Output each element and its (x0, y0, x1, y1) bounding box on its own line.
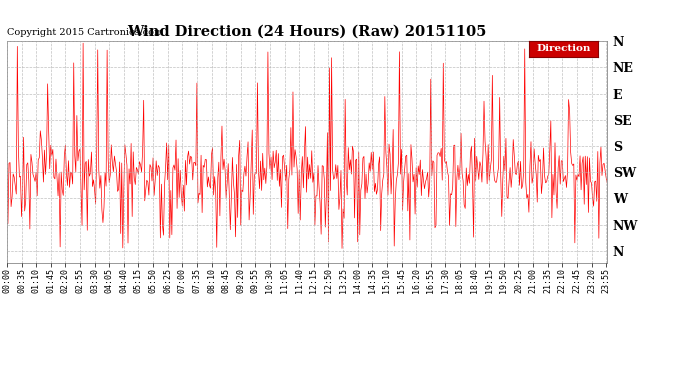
Text: Copyright 2015 Cartronics.com: Copyright 2015 Cartronics.com (7, 28, 164, 37)
Title: Wind Direction (24 Hours) (Raw) 20151105: Wind Direction (24 Hours) (Raw) 20151105 (128, 25, 486, 39)
